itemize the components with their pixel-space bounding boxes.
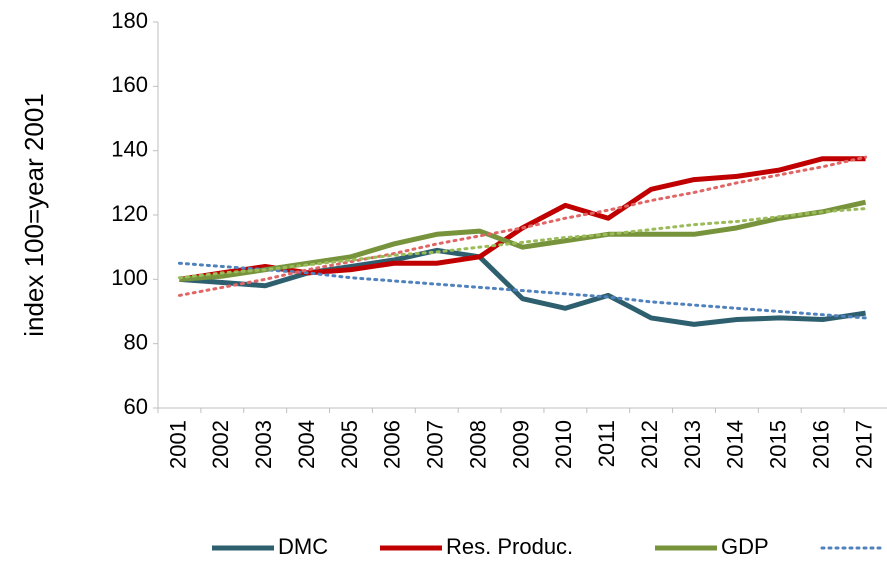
x-tick-label: 2003 bbox=[251, 420, 276, 469]
x-tick-label: 2010 bbox=[551, 420, 576, 469]
x-tick-label: 2006 bbox=[380, 420, 405, 469]
legend-label: GDP bbox=[721, 534, 769, 559]
x-tick-label: 2012 bbox=[637, 420, 662, 469]
y-axis-label: index 100=year 2001 bbox=[19, 93, 49, 337]
x-tick-label: 2008 bbox=[465, 420, 490, 469]
series-line bbox=[179, 247, 866, 327]
x-tick-label: 2007 bbox=[423, 420, 448, 469]
x-tick-label: 2004 bbox=[294, 420, 319, 469]
series-line bbox=[179, 199, 867, 282]
series-line bbox=[177, 261, 868, 320]
y-tick-label: 160 bbox=[111, 72, 148, 97]
y-tick-label: 80 bbox=[124, 329, 148, 354]
x-tick-label: 2015 bbox=[766, 420, 791, 469]
x-tick-label: 2016 bbox=[808, 420, 833, 469]
legend-label: DMC bbox=[278, 534, 328, 559]
series-line bbox=[177, 155, 868, 297]
x-tick-label: 2017 bbox=[851, 420, 876, 469]
y-tick-label: 120 bbox=[111, 201, 148, 226]
x-tick-label: 2009 bbox=[508, 420, 533, 469]
y-tick-label: 100 bbox=[111, 265, 148, 290]
x-tick-label: 2011 bbox=[594, 420, 619, 467]
legend-label: Res. Produc. bbox=[446, 534, 573, 559]
y-tick-label: 140 bbox=[111, 136, 148, 161]
y-tick-label: 180 bbox=[111, 8, 148, 33]
y-tick-label: 60 bbox=[124, 394, 148, 419]
x-tick-label: 2014 bbox=[723, 420, 748, 469]
x-tick-label: 2001 bbox=[165, 420, 190, 469]
series-line bbox=[177, 207, 868, 280]
x-tick-label: 2013 bbox=[680, 420, 705, 469]
x-tick-label: 2005 bbox=[337, 420, 362, 469]
x-tick-label: 2002 bbox=[208, 420, 233, 469]
